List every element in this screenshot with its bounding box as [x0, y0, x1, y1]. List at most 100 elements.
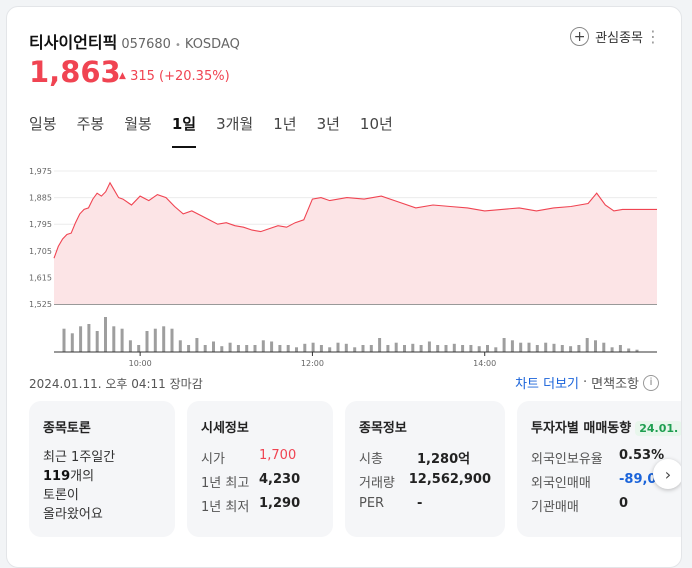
tab-10year[interactable]: 10년	[359, 115, 393, 133]
volume-bar	[178, 340, 182, 352]
volume-bar	[436, 345, 440, 352]
volume-bar	[70, 333, 74, 352]
stock-name[interactable]: 티사이언티픽	[29, 33, 118, 52]
tab-1day[interactable]: 1일	[171, 113, 197, 148]
volume-bar	[535, 345, 539, 352]
volume-bar	[519, 342, 523, 352]
info-icon[interactable]: i	[643, 374, 659, 391]
investor-title: 투자자별 매매동향 24.01.	[531, 417, 681, 436]
volume-bar	[220, 346, 224, 352]
timestamp: 2024.01.11. 오후 04:11 장마감	[29, 377, 203, 391]
tab-3year[interactable]: 3년	[316, 115, 340, 133]
y-tick-label: 1,615	[29, 273, 52, 282]
info-value: 1,280억	[417, 452, 471, 467]
volume-bar	[444, 345, 448, 352]
volume-bar	[311, 342, 315, 352]
quote-value: 1,700	[259, 448, 297, 463]
volume-bar	[527, 342, 531, 352]
stock-card: 티사이언티픽 057680 • KOSDAQ + 관심종목 ⋮ 1,863 ▲ …	[6, 6, 682, 568]
volume-bar	[79, 326, 83, 352]
info-value: -	[417, 496, 423, 511]
disclaimer-link[interactable]: 면책조항	[591, 377, 639, 392]
forum-text: 최근 1주일간 119개의 토론이 올라왔어요	[43, 448, 161, 524]
info-key: 거래량	[359, 476, 395, 491]
quote-key: 시가	[201, 452, 225, 467]
forum-line2: 개의	[70, 469, 95, 484]
separator-dot: •	[174, 40, 181, 51]
y-tick-label: 1,975	[29, 167, 52, 176]
price-line	[53, 181, 657, 259]
volume-bar	[452, 343, 456, 352]
volume-bar	[278, 345, 282, 352]
intraday-chart[interactable]: 1,975 1,885 1,795 1,705 1,615 1,525 10:00 12:00…	[7, 157, 681, 372]
chart-more-link[interactable]: 차트 더보기	[515, 377, 580, 392]
volume-bar	[170, 328, 174, 352]
investor-key: 외국인보유율	[531, 452, 603, 467]
volume-bar	[145, 331, 149, 352]
current-price: 1,863	[29, 55, 121, 89]
info-key: PER	[359, 496, 385, 511]
volume-bar	[477, 346, 481, 352]
investor-row: 외국인보유율 0.53%	[531, 448, 681, 467]
tab-3month[interactable]: 3개월	[216, 115, 254, 133]
volume-bar	[336, 342, 340, 352]
forum-line1: 최근 1주일간	[43, 450, 116, 465]
volume-bar	[510, 340, 514, 352]
summary-boxes: 종목토론 최근 1주일간 119개의 토론이 올라왔어요 시세정보 시가 1,70…	[29, 401, 681, 537]
more-vertical-icon[interactable]: ⋮	[645, 27, 661, 46]
volume-bar	[270, 341, 274, 352]
investor-value: 0	[619, 496, 629, 511]
tab-1year[interactable]: 1년	[273, 115, 297, 133]
forum-box[interactable]: 종목토론 최근 1주일간 119개의 토론이 올라왔어요	[29, 401, 175, 537]
y-tick-label: 1,795	[29, 220, 52, 229]
volume-bar	[87, 324, 91, 352]
tab-monthly[interactable]: 월봉	[124, 115, 152, 133]
stock-code: 057680	[121, 37, 171, 52]
info-row: 거래량 12,562,900	[359, 472, 491, 491]
tab-daily[interactable]: 일봉	[29, 115, 57, 133]
quote-title: 시세정보	[201, 421, 249, 436]
volume-bar	[328, 347, 332, 352]
volume-bar	[319, 345, 323, 352]
chart-links: 차트 더보기 · 면책조항 i	[515, 373, 659, 392]
stock-info-title: 종목정보	[359, 421, 407, 436]
volume-bar	[212, 341, 215, 352]
volume-bar	[577, 345, 581, 352]
forum-count: 119	[43, 469, 71, 484]
volume-bar	[602, 342, 606, 352]
volume-bar	[361, 345, 365, 352]
add-favorite-button[interactable]: + 관심종목	[570, 27, 643, 46]
volume-bar	[560, 345, 564, 352]
stock-info-box[interactable]: 종목정보 시총 1,280억 거래량 12,562,900 PER -	[345, 401, 505, 537]
next-arrow-button[interactable]: ›	[653, 459, 681, 489]
tab-weekly[interactable]: 주봉	[76, 115, 105, 133]
volume-bar	[353, 347, 357, 352]
volume-bar	[344, 343, 348, 352]
volume-bar	[295, 347, 298, 352]
volume-bar	[419, 345, 423, 352]
plus-icon: +	[570, 27, 590, 46]
quote-row: 1년 최저 1,290	[201, 496, 319, 515]
volume-bar	[386, 345, 390, 352]
investor-value: -89,0	[619, 472, 657, 487]
volume-bar	[187, 345, 191, 352]
volume-bar	[286, 345, 290, 352]
x-tick-label: 12:00	[301, 359, 324, 368]
up-arrow-icon: ▲	[119, 71, 126, 81]
info-row: PER -	[359, 496, 491, 511]
quote-box[interactable]: 시세정보 시가 1,700 1년 최고 4,230 1년 최저 1,290	[187, 401, 333, 537]
volume-bar	[104, 317, 107, 352]
volume-bar	[245, 345, 249, 352]
x-tick-label: 10:00	[129, 359, 152, 368]
change-amount: 315	[130, 69, 155, 84]
chart-svg: 1,975 1,885 1,795 1,705 1,615 1,525 10:00 12:00…	[29, 167, 657, 368]
volume-bar	[153, 328, 157, 352]
volume-bar	[403, 345, 406, 352]
favorite-label: 관심종목	[595, 31, 643, 46]
volume-bar	[411, 343, 415, 352]
volume-bar	[427, 341, 431, 352]
info-key: 시총	[359, 452, 383, 467]
investor-row: 기관매매 0	[531, 496, 681, 515]
volume-bar	[253, 345, 257, 352]
volume-bar	[486, 345, 489, 352]
